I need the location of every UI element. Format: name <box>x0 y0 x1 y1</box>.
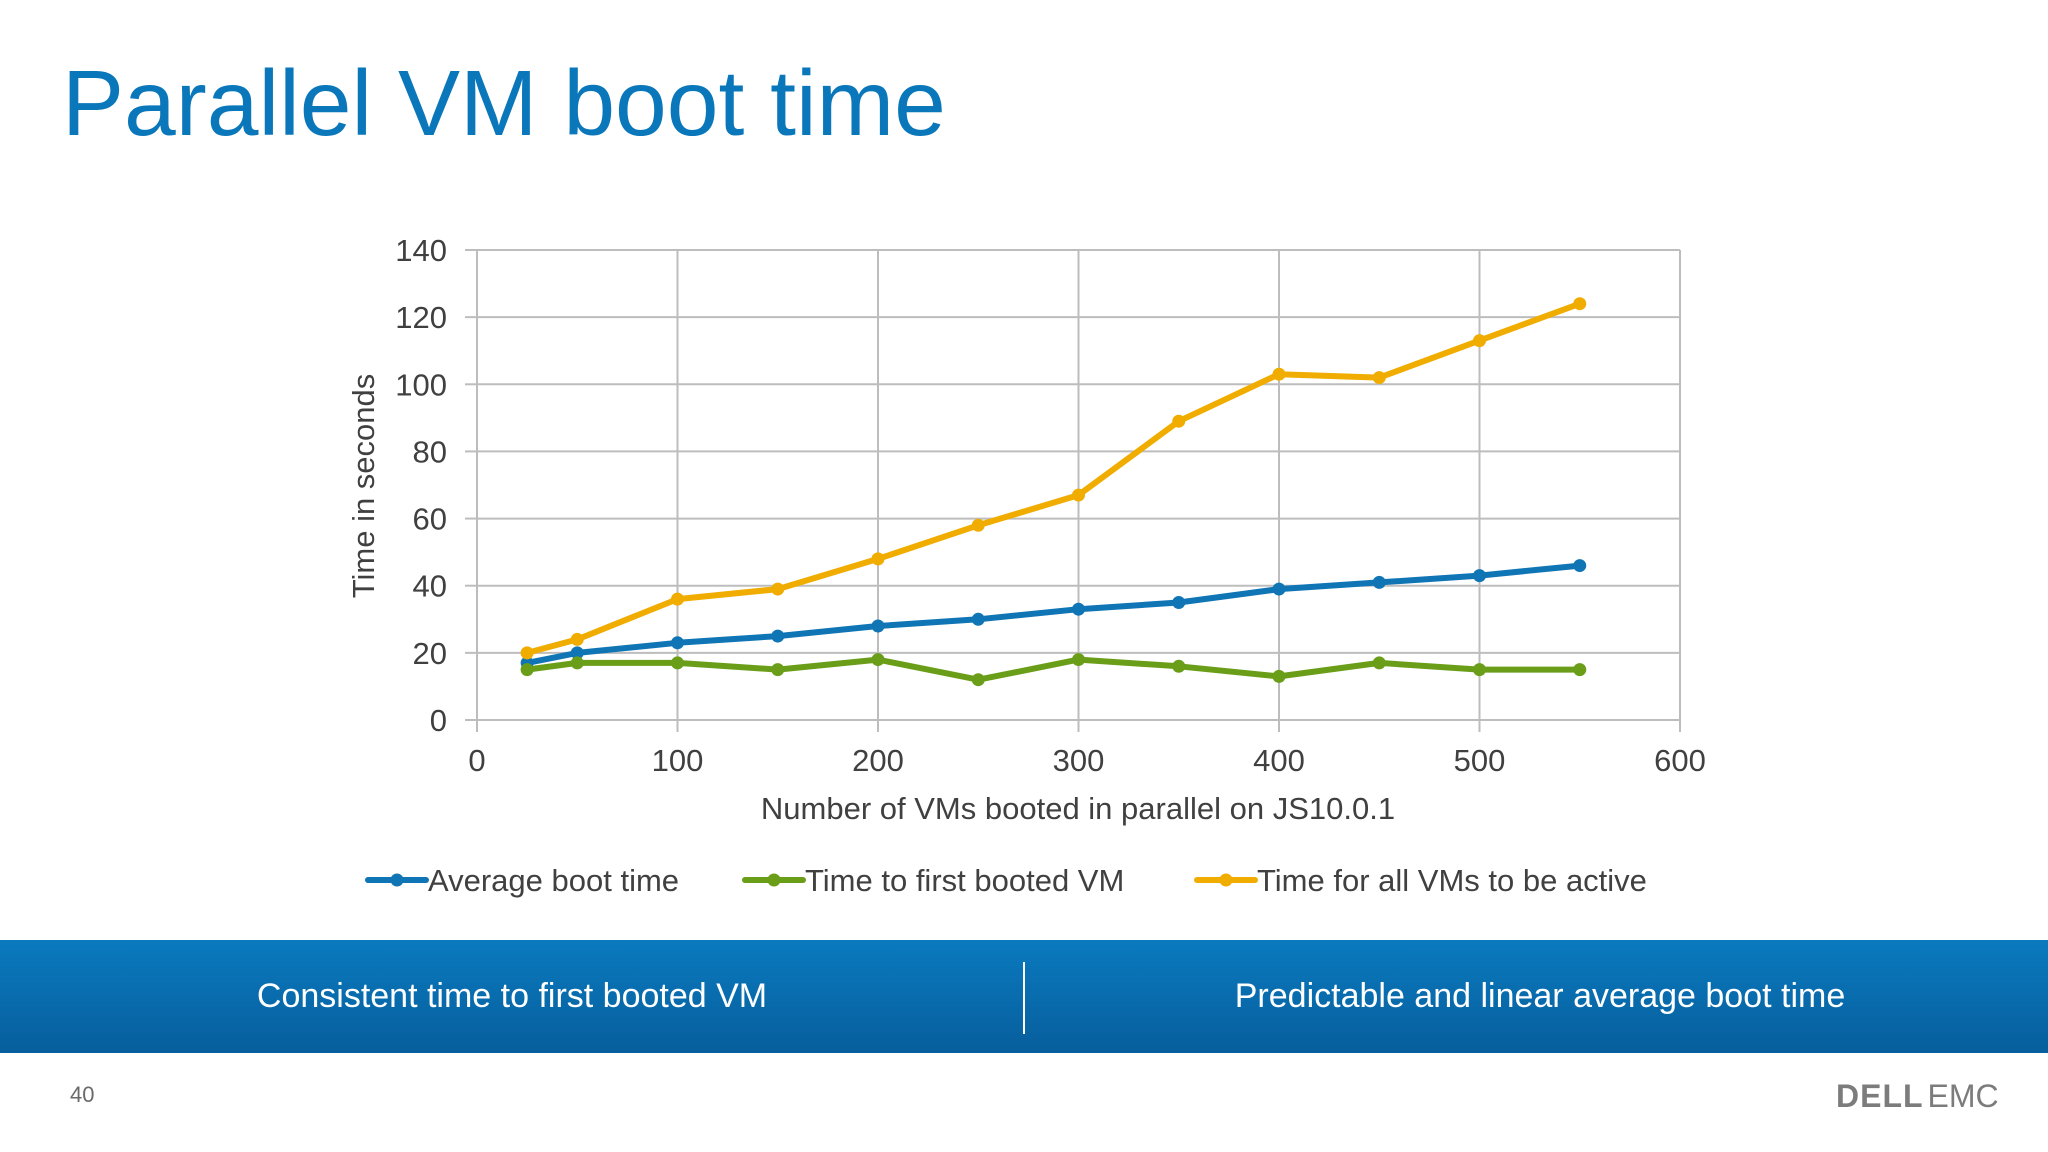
data-point <box>1573 559 1587 573</box>
data-point <box>771 582 785 596</box>
x-tick-label: 500 <box>1454 743 1506 778</box>
series-line <box>524 656 1583 683</box>
logo-dell: DELL <box>1836 1078 1924 1114</box>
banner-right-text: Predictable and linear average boot time <box>1234 977 1846 1015</box>
y-tick-label: 80 <box>413 434 447 469</box>
data-point <box>871 619 885 633</box>
legend-label: Time for all VMs to be active <box>1257 863 1647 898</box>
legend-label: Time to first booted VM <box>805 863 1124 898</box>
legend-marker <box>767 873 781 887</box>
data-point <box>1573 297 1587 311</box>
page-number: 40 <box>70 1082 95 1107</box>
data-point <box>1473 663 1486 677</box>
dell-emc-logo: DELL EMC <box>1836 1078 1999 1115</box>
slide-title: Parallel VM boot time <box>62 51 946 155</box>
y-axis-title: Time in seconds <box>346 374 381 599</box>
data-point <box>871 653 885 667</box>
data-point <box>1072 653 1085 667</box>
y-tick-label: 0 <box>430 703 447 738</box>
data-point <box>570 656 584 670</box>
series-line <box>524 300 1583 656</box>
series-line <box>524 562 1583 666</box>
data-point <box>1372 371 1386 385</box>
y-tick-label: 40 <box>413 569 447 604</box>
data-point <box>771 629 785 643</box>
x-tick-label: 100 <box>652 743 704 778</box>
data-point <box>520 646 534 660</box>
data-point <box>971 518 985 532</box>
data-point <box>1072 488 1085 502</box>
data-point <box>671 636 684 650</box>
data-point <box>971 673 985 687</box>
data-point <box>871 552 885 566</box>
y-tick-label: 20 <box>413 636 447 671</box>
summary-banner: Consistent time to first booted VM Predi… <box>0 940 2048 1053</box>
logo-emc: EMC <box>1927 1078 1999 1114</box>
data-point <box>671 656 684 670</box>
y-tick-label: 120 <box>395 300 447 335</box>
banner-left-text: Consistent time to first booted VM <box>256 977 768 1015</box>
x-tick-label: 600 <box>1654 743 1706 778</box>
legend-label: Average boot time <box>428 863 679 898</box>
data-point <box>971 612 985 626</box>
x-tick-label: 200 <box>852 743 904 778</box>
data-point <box>1372 575 1386 589</box>
data-point <box>1372 656 1386 670</box>
data-point <box>520 663 534 677</box>
banner-divider <box>1023 962 1025 1034</box>
data-point <box>1473 569 1486 583</box>
data-point <box>1473 334 1486 348</box>
line-chart: 0 20 40 60 80 100 120 140 0 100 200 300 400 500 600 Num… <box>346 233 1706 898</box>
x-tick-label: 0 <box>468 743 485 778</box>
data-point <box>1573 663 1587 677</box>
x-axis-title: Number of VMs booted in parallel on JS10… <box>761 791 1395 826</box>
legend-marker <box>390 873 404 887</box>
y-tick-label: 60 <box>413 502 447 537</box>
legend-marker <box>1219 873 1233 887</box>
data-point <box>1272 367 1286 381</box>
data-point <box>1272 582 1286 596</box>
data-point <box>1172 414 1186 428</box>
data-point <box>771 663 785 677</box>
x-tick-label: 400 <box>1253 743 1305 778</box>
data-point <box>671 592 684 606</box>
data-point <box>570 632 584 646</box>
x-tick-label: 300 <box>1053 743 1105 778</box>
y-tick-label: 140 <box>395 233 447 268</box>
data-point <box>1172 596 1186 609</box>
y-tick-label: 100 <box>395 367 447 402</box>
data-point <box>570 646 584 660</box>
data-point <box>1172 659 1186 673</box>
data-point <box>1072 602 1085 616</box>
data-point <box>1272 669 1286 683</box>
